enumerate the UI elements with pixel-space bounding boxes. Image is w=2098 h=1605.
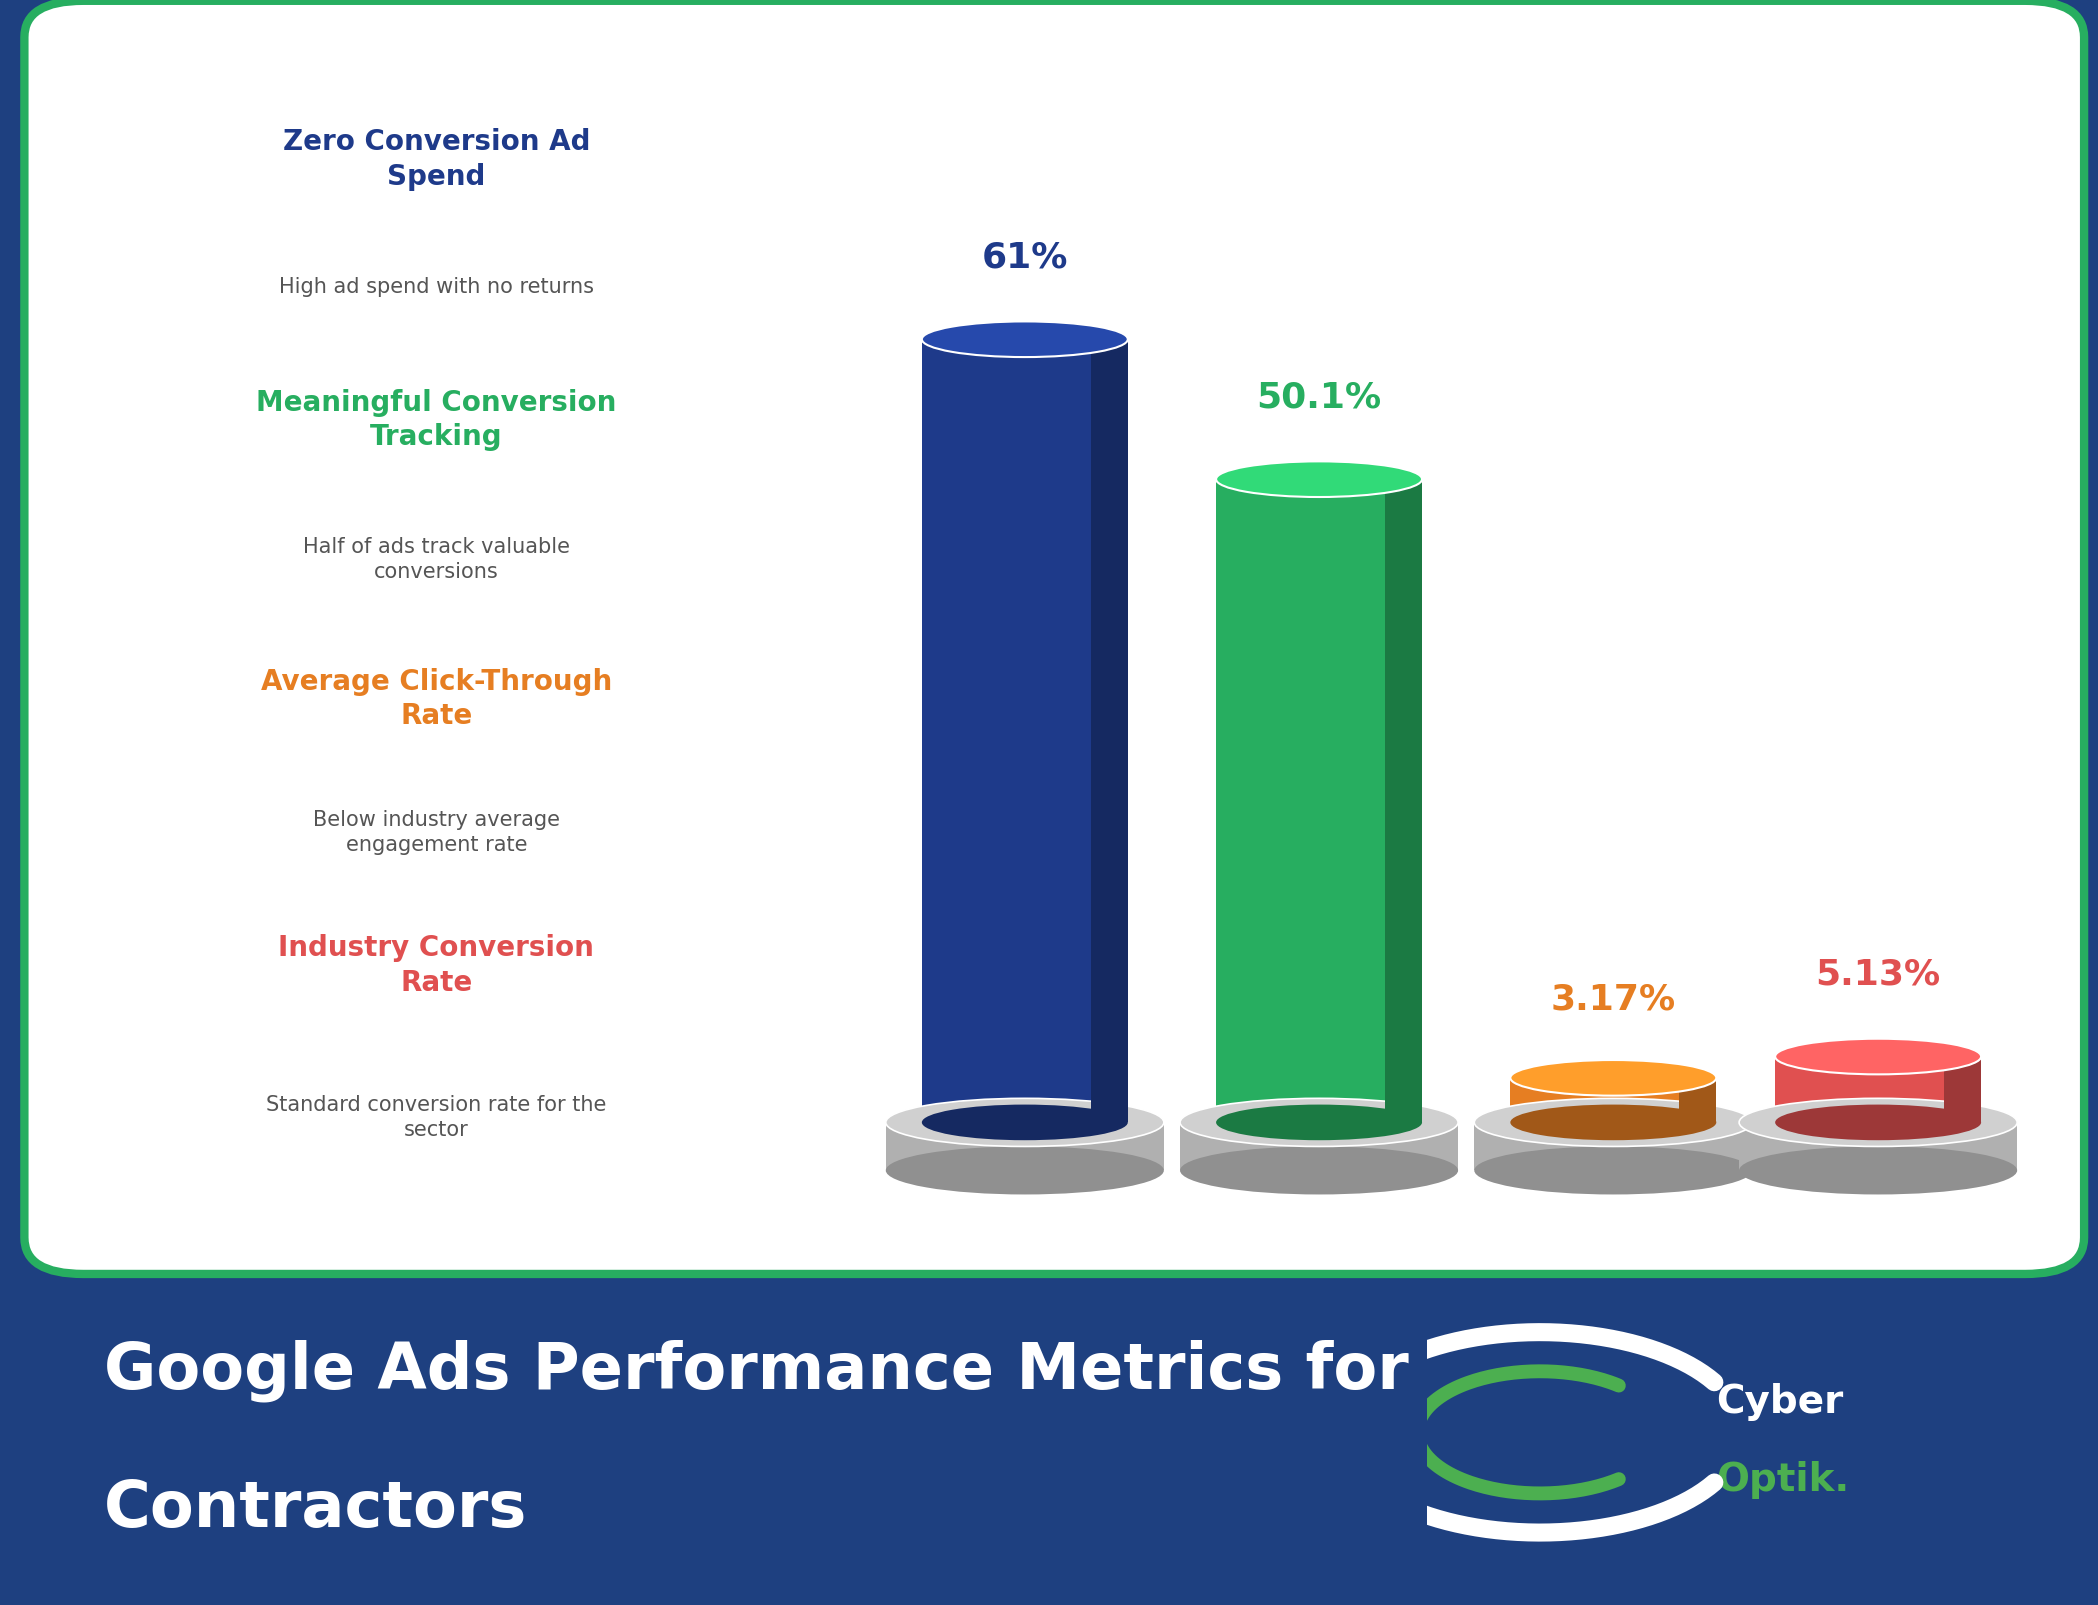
Text: Zero Conversion Ad
Spend: Zero Conversion Ad Spend bbox=[283, 128, 590, 191]
Bar bbox=[1945, 1056, 1981, 1124]
Text: Cyber: Cyber bbox=[1716, 1382, 1844, 1420]
FancyBboxPatch shape bbox=[25, 2, 2083, 1274]
Text: Meaningful Conversion
Tracking: Meaningful Conversion Tracking bbox=[256, 388, 617, 451]
Text: Contractors: Contractors bbox=[103, 1477, 527, 1539]
Bar bbox=[921, 340, 1129, 1124]
Text: High ad spend with no returns: High ad spend with no returns bbox=[279, 276, 594, 297]
Bar bbox=[1091, 340, 1129, 1124]
Ellipse shape bbox=[1511, 1061, 1716, 1096]
Bar bbox=[885, 1124, 1164, 1170]
Text: Half of ads track valuable
conversions: Half of ads track valuable conversions bbox=[302, 536, 571, 581]
Ellipse shape bbox=[1179, 1099, 1458, 1146]
Text: Optik.: Optik. bbox=[1716, 1461, 1850, 1499]
Text: Standard conversion rate for the
sector: Standard conversion rate for the sector bbox=[266, 1095, 606, 1140]
Bar bbox=[1775, 1056, 1981, 1124]
Text: 50.1%: 50.1% bbox=[1257, 380, 1383, 414]
Bar bbox=[1739, 1124, 2016, 1170]
Text: Google Ads Performance Metrics for: Google Ads Performance Metrics for bbox=[103, 1339, 1408, 1401]
Bar bbox=[1217, 480, 1422, 1124]
Ellipse shape bbox=[1217, 462, 1422, 498]
Ellipse shape bbox=[1475, 1146, 1752, 1194]
Text: 5.13%: 5.13% bbox=[1815, 957, 1941, 990]
Ellipse shape bbox=[1775, 1038, 1981, 1075]
Text: Average Click-Through
Rate: Average Click-Through Rate bbox=[260, 668, 613, 730]
Ellipse shape bbox=[1739, 1146, 2016, 1194]
Ellipse shape bbox=[1739, 1099, 2016, 1146]
Bar bbox=[1511, 1079, 1716, 1124]
Bar bbox=[1385, 480, 1422, 1124]
Text: 61%: 61% bbox=[982, 241, 1068, 274]
Bar bbox=[1678, 1079, 1716, 1124]
Ellipse shape bbox=[885, 1146, 1164, 1194]
Bar bbox=[1475, 1124, 1752, 1170]
Ellipse shape bbox=[921, 1104, 1129, 1141]
Ellipse shape bbox=[1475, 1099, 1752, 1146]
Text: 3.17%: 3.17% bbox=[1550, 982, 1676, 1016]
Ellipse shape bbox=[1511, 1104, 1716, 1141]
Ellipse shape bbox=[921, 323, 1129, 358]
Text: Industry Conversion
Rate: Industry Conversion Rate bbox=[279, 934, 594, 997]
Bar bbox=[1179, 1124, 1458, 1170]
Ellipse shape bbox=[1179, 1146, 1458, 1194]
Ellipse shape bbox=[885, 1099, 1164, 1146]
Ellipse shape bbox=[1775, 1104, 1981, 1141]
Text: Below industry average
engagement rate: Below industry average engagement rate bbox=[313, 809, 560, 854]
Ellipse shape bbox=[1217, 1104, 1422, 1141]
